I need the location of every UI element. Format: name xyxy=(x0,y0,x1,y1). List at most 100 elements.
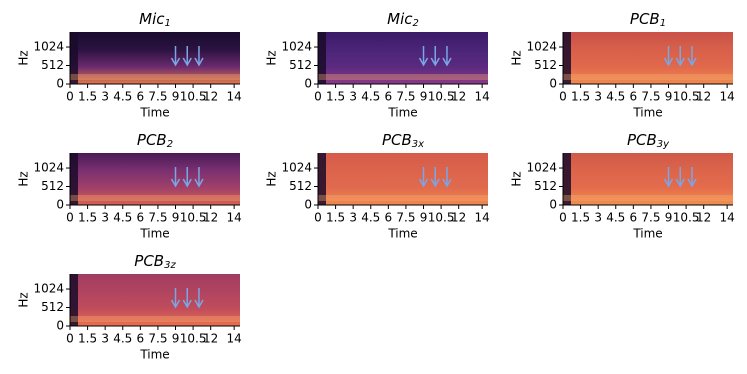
arrow xyxy=(687,46,697,67)
y-axis-label: Hz xyxy=(17,50,31,65)
x-tick-label: 9 xyxy=(172,211,180,225)
arrow-head xyxy=(687,178,697,188)
arrow-head xyxy=(430,178,440,188)
chart-title: PCB2 xyxy=(137,131,173,151)
x-tick-label: 1.5 xyxy=(326,90,345,104)
title-text: PCB xyxy=(137,131,167,149)
spectrogram-image xyxy=(318,32,488,84)
x-tick-label: 14 xyxy=(474,211,489,225)
arrow xyxy=(687,167,697,188)
x-tick-label: 10.5 xyxy=(673,211,700,225)
y-axis-label: Hz xyxy=(265,50,279,65)
y-tick-label: 1024 xyxy=(33,282,64,296)
x-tick-label: 0 xyxy=(66,211,74,225)
x-tick-label: 0 xyxy=(314,90,322,104)
title-text: PCB xyxy=(134,252,164,270)
x-tick-label: 14 xyxy=(226,332,241,346)
spectrogram-image xyxy=(563,153,733,205)
low-band xyxy=(563,195,733,201)
x-tick-label: 0 xyxy=(314,211,322,225)
x-tick-label: 0 xyxy=(559,211,567,225)
spectrogram-image xyxy=(70,153,240,205)
title-subscript: 1 xyxy=(164,18,170,29)
arrow-head xyxy=(182,57,192,67)
x-tick-label: 10.5 xyxy=(180,211,207,225)
arrow-head xyxy=(430,57,440,67)
x-tick-label: 1.5 xyxy=(326,211,345,225)
x-tick-label: 12 xyxy=(203,211,218,225)
x-tick-label: 14 xyxy=(719,90,734,104)
x-tick-label: 7.5 xyxy=(396,90,415,104)
onset-strip xyxy=(70,32,78,84)
arrow-head xyxy=(170,57,181,67)
arrow-head xyxy=(170,299,181,309)
x-tick-label: 7.5 xyxy=(641,90,660,104)
x-tick-label: 1.5 xyxy=(571,211,590,225)
title-subscript: 3x xyxy=(412,139,424,150)
x-tick-label: 3 xyxy=(101,90,109,104)
y-tick-label: 0 xyxy=(549,77,557,91)
x-tick-label: 14 xyxy=(719,211,734,225)
onset-strip xyxy=(318,153,326,205)
arrow xyxy=(182,46,192,67)
x-tick-label: 7.5 xyxy=(148,90,167,104)
y-tick-label: 512 xyxy=(534,58,557,72)
y-tick-label: 1024 xyxy=(33,40,64,54)
x-tick-label: 6 xyxy=(630,211,638,225)
x-tick-label: 4.5 xyxy=(606,90,625,104)
x-tick-label: 10.5 xyxy=(428,211,455,225)
arrow-head xyxy=(194,57,204,67)
x-axis-label: Time xyxy=(139,227,169,241)
title-subscript: 3y xyxy=(657,139,670,150)
x-tick-label: 3 xyxy=(101,211,109,225)
x-tick-label: 9 xyxy=(420,211,428,225)
x-tick-label: 0 xyxy=(66,90,74,104)
spectrogram-image xyxy=(70,274,240,326)
arrow xyxy=(418,167,429,188)
y-axis-label: Hz xyxy=(510,171,524,186)
x-tick-label: 12 xyxy=(203,332,218,346)
arrow-head xyxy=(418,178,429,188)
x-tick-label: 9 xyxy=(420,90,428,104)
title-text: PCB xyxy=(382,131,412,149)
title-subscript: 1 xyxy=(660,18,666,29)
spectrogram-image xyxy=(70,32,240,84)
x-tick-label: 6 xyxy=(385,211,393,225)
arrow xyxy=(663,46,674,67)
arrow-head xyxy=(663,178,674,188)
arrow xyxy=(418,46,429,67)
arrow xyxy=(194,167,204,188)
chart-title: PCB1 xyxy=(630,10,666,30)
arrow xyxy=(675,167,685,188)
chart-title: PCB3z xyxy=(134,252,176,272)
x-tick-label: 12 xyxy=(451,211,466,225)
title-text: Mic xyxy=(139,10,165,28)
x-tick-label: 10.5 xyxy=(428,90,455,104)
x-tick-label: 0 xyxy=(559,90,567,104)
y-tick-label: 512 xyxy=(41,300,64,314)
chart-title: Mic1 xyxy=(139,10,171,30)
y-tick-label: 512 xyxy=(534,179,557,193)
x-axis-label: Time xyxy=(387,106,417,120)
low-band xyxy=(70,74,240,80)
y-tick-label: 512 xyxy=(41,179,64,193)
x-tick-label: 0 xyxy=(66,332,74,346)
x-tick-label: 7.5 xyxy=(641,211,660,225)
arrow xyxy=(182,167,192,188)
x-tick-label: 3 xyxy=(349,90,357,104)
title-subscript: 2 xyxy=(167,139,173,150)
x-tick-label: 12 xyxy=(451,90,466,104)
y-tick-label: 512 xyxy=(289,179,312,193)
x-tick-label: 10.5 xyxy=(673,90,700,104)
chart-title: PCB3y xyxy=(627,131,670,151)
x-axis-label: Time xyxy=(632,106,662,120)
x-tick-label: 1.5 xyxy=(78,332,97,346)
arrow-head xyxy=(675,178,685,188)
y-tick-label: 0 xyxy=(56,77,64,91)
x-tick-label: 4.5 xyxy=(606,211,625,225)
x-tick-label: 9 xyxy=(665,211,673,225)
arrow xyxy=(430,167,440,188)
y-tick-label: 1024 xyxy=(281,161,312,175)
x-tick-label: 4.5 xyxy=(361,90,380,104)
